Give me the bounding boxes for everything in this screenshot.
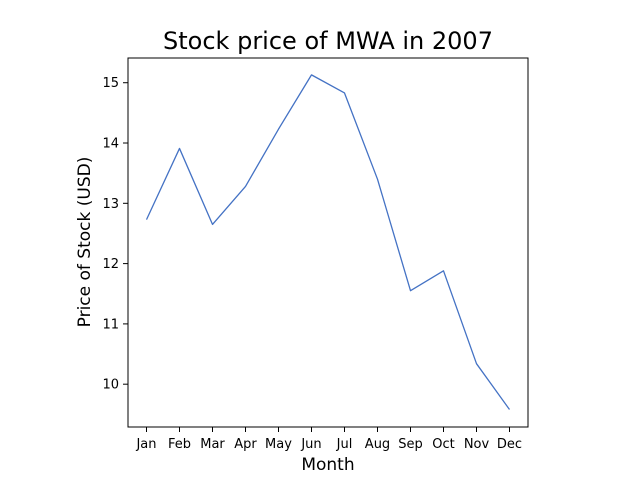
x-tick-label: Sep [398, 437, 423, 452]
y-tick-label: 10 [102, 378, 119, 393]
x-tick-label: Nov [464, 437, 490, 452]
x-tick-label: Jun [300, 437, 321, 452]
x-tick-label: Jul [336, 437, 353, 452]
y-tick-label: 14 [102, 137, 119, 152]
x-tick-label: Dec [497, 437, 522, 452]
x-tick-label: Apr [234, 437, 257, 452]
x-tick-label: Feb [168, 437, 191, 452]
series-line-0 [145, 74, 511, 410]
x-tick-label: Mar [200, 437, 225, 452]
plot-frame [127, 57, 529, 428]
chart-title: Stock price of MWA in 2007 [163, 27, 493, 55]
x-axis-label: Month [301, 455, 354, 475]
x-tick-label: Oct [432, 437, 454, 452]
x-tick-label: Jan [135, 437, 156, 452]
x-tick-label: May [265, 437, 292, 452]
y-tick-label: 12 [102, 257, 119, 272]
y-axis-label: Price of Stock (USD) [75, 157, 95, 328]
y-tick-label: 11 [102, 317, 119, 332]
plot-area: 10 11 12 13 14 15 Jan Feb Mar Apr May Jun Jul Aug Sep O… [102, 57, 529, 452]
x-tick-label: Aug [365, 437, 390, 452]
y-tick-label: 13 [102, 197, 119, 212]
y-tick-label: 15 [102, 76, 119, 91]
